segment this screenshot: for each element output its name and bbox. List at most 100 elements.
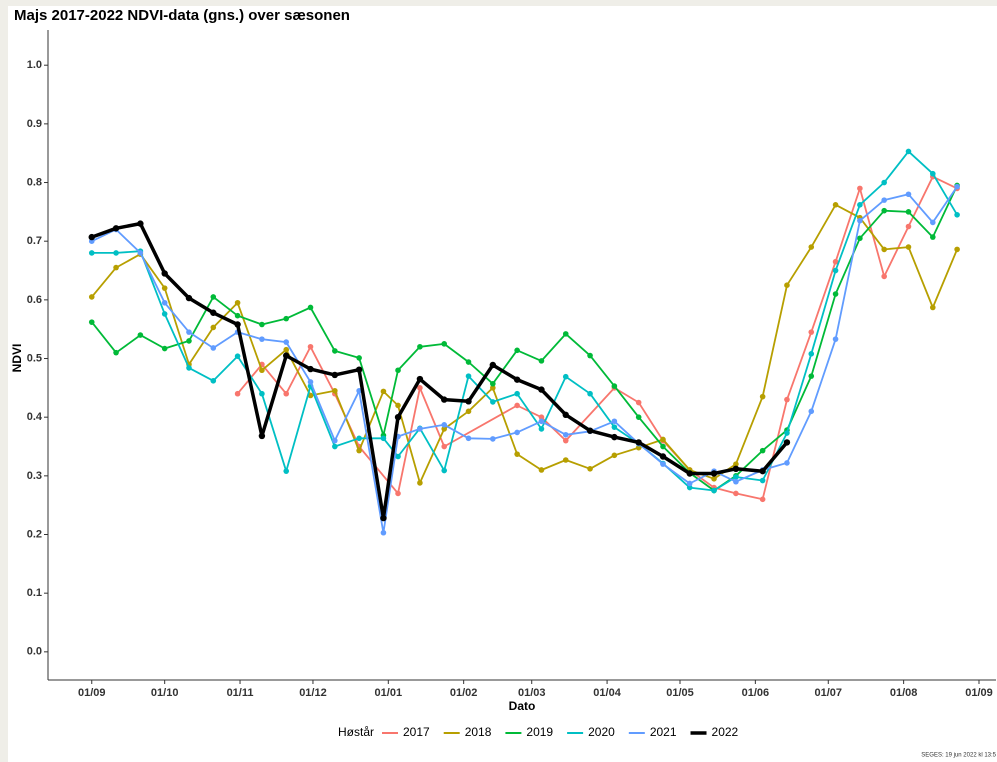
y-tick-label: 1.0: [27, 59, 42, 71]
data-point: [259, 390, 265, 397]
data-point: [930, 304, 936, 311]
data-point: [395, 367, 401, 374]
data-point: [161, 285, 168, 291]
data-point: [283, 315, 290, 322]
data-point: [686, 484, 693, 491]
data-point: [562, 431, 569, 438]
data-point: [711, 487, 717, 494]
data-point: [210, 324, 217, 331]
data-point: [258, 432, 266, 440]
data-point: [562, 331, 569, 337]
data-point: [562, 373, 569, 380]
data-point: [759, 393, 766, 400]
footer: SEGES: 19 jun 2022 kl 13:5: [921, 753, 996, 759]
y-tick-label: 0.6: [27, 294, 42, 306]
data-point: [234, 299, 241, 306]
data-point: [954, 246, 960, 253]
data-point: [137, 220, 144, 227]
data-point: [88, 233, 95, 241]
data-point: [441, 443, 448, 450]
data-point: [732, 465, 740, 473]
data-point: [784, 430, 790, 436]
y-tick-label: 0.1: [27, 587, 42, 599]
data-point: [417, 385, 423, 391]
x-tick-label: 01/11: [227, 687, 254, 699]
x-tick-label: 01/09: [78, 687, 106, 699]
data-point: [711, 475, 717, 482]
data-point: [857, 202, 863, 208]
data-point: [930, 219, 936, 226]
data-point: [733, 490, 739, 497]
data-point: [332, 387, 338, 394]
legend-title: Høstår: [338, 725, 374, 739]
data-point: [490, 380, 496, 387]
data-point: [113, 349, 119, 356]
data-point: [210, 294, 217, 300]
data-point: [759, 477, 766, 484]
data-point: [380, 435, 387, 442]
data-point: [307, 304, 314, 311]
data-point: [210, 309, 217, 316]
legend-label: 2018: [465, 725, 492, 739]
data-point: [234, 353, 241, 359]
data-point: [635, 399, 642, 406]
data-point: [905, 191, 912, 198]
data-point: [332, 437, 338, 444]
data-point: [283, 339, 290, 345]
data-point: [332, 443, 338, 450]
data-point: [283, 346, 290, 353]
data-point: [514, 347, 520, 354]
data-point: [514, 390, 520, 397]
data-point: [395, 453, 401, 460]
data-point: [905, 148, 912, 155]
data-point: [186, 338, 192, 344]
data-point: [562, 437, 569, 444]
data-point: [259, 336, 265, 342]
data-point: [635, 444, 642, 451]
data-point: [186, 329, 192, 335]
x-tick-label: 01/07: [815, 687, 843, 699]
data-point: [465, 359, 472, 365]
data-point: [331, 371, 339, 379]
data-point: [513, 376, 521, 383]
data-point: [356, 447, 362, 454]
data-point: [587, 466, 593, 472]
x-tick-label: 01/03: [518, 687, 546, 699]
data-point: [784, 396, 790, 403]
y-tick-label: 0.3: [27, 470, 42, 482]
data-point: [307, 365, 314, 373]
data-point: [113, 264, 119, 271]
x-tick-label: 01/12: [299, 687, 327, 699]
data-point: [161, 270, 168, 277]
data-point: [441, 341, 448, 347]
data-point: [259, 321, 265, 328]
data-point: [857, 185, 863, 192]
data-point: [635, 414, 642, 420]
data-point: [538, 467, 545, 473]
data-point: [137, 250, 144, 256]
data-point: [234, 321, 241, 328]
data-point: [259, 367, 265, 374]
x-tick-label: 01/04: [593, 687, 621, 699]
data-point: [538, 426, 545, 432]
data-point: [808, 244, 815, 250]
data-point: [441, 426, 448, 432]
data-point: [514, 429, 520, 436]
data-point: [733, 474, 739, 480]
data-point: [441, 422, 448, 428]
data-point: [808, 408, 815, 415]
data-point: [784, 282, 790, 288]
data-point: [832, 336, 839, 342]
x-tick-label: 01/05: [666, 687, 694, 699]
data-point: [416, 375, 424, 383]
data-point: [395, 402, 401, 409]
data-point: [161, 345, 168, 352]
data-point: [490, 436, 496, 442]
data-point: [88, 294, 95, 300]
data-point: [465, 408, 472, 415]
data-point: [283, 468, 290, 474]
data-point: [307, 379, 314, 385]
x-tick-label: 01/01: [375, 687, 403, 699]
data-point: [611, 418, 618, 425]
